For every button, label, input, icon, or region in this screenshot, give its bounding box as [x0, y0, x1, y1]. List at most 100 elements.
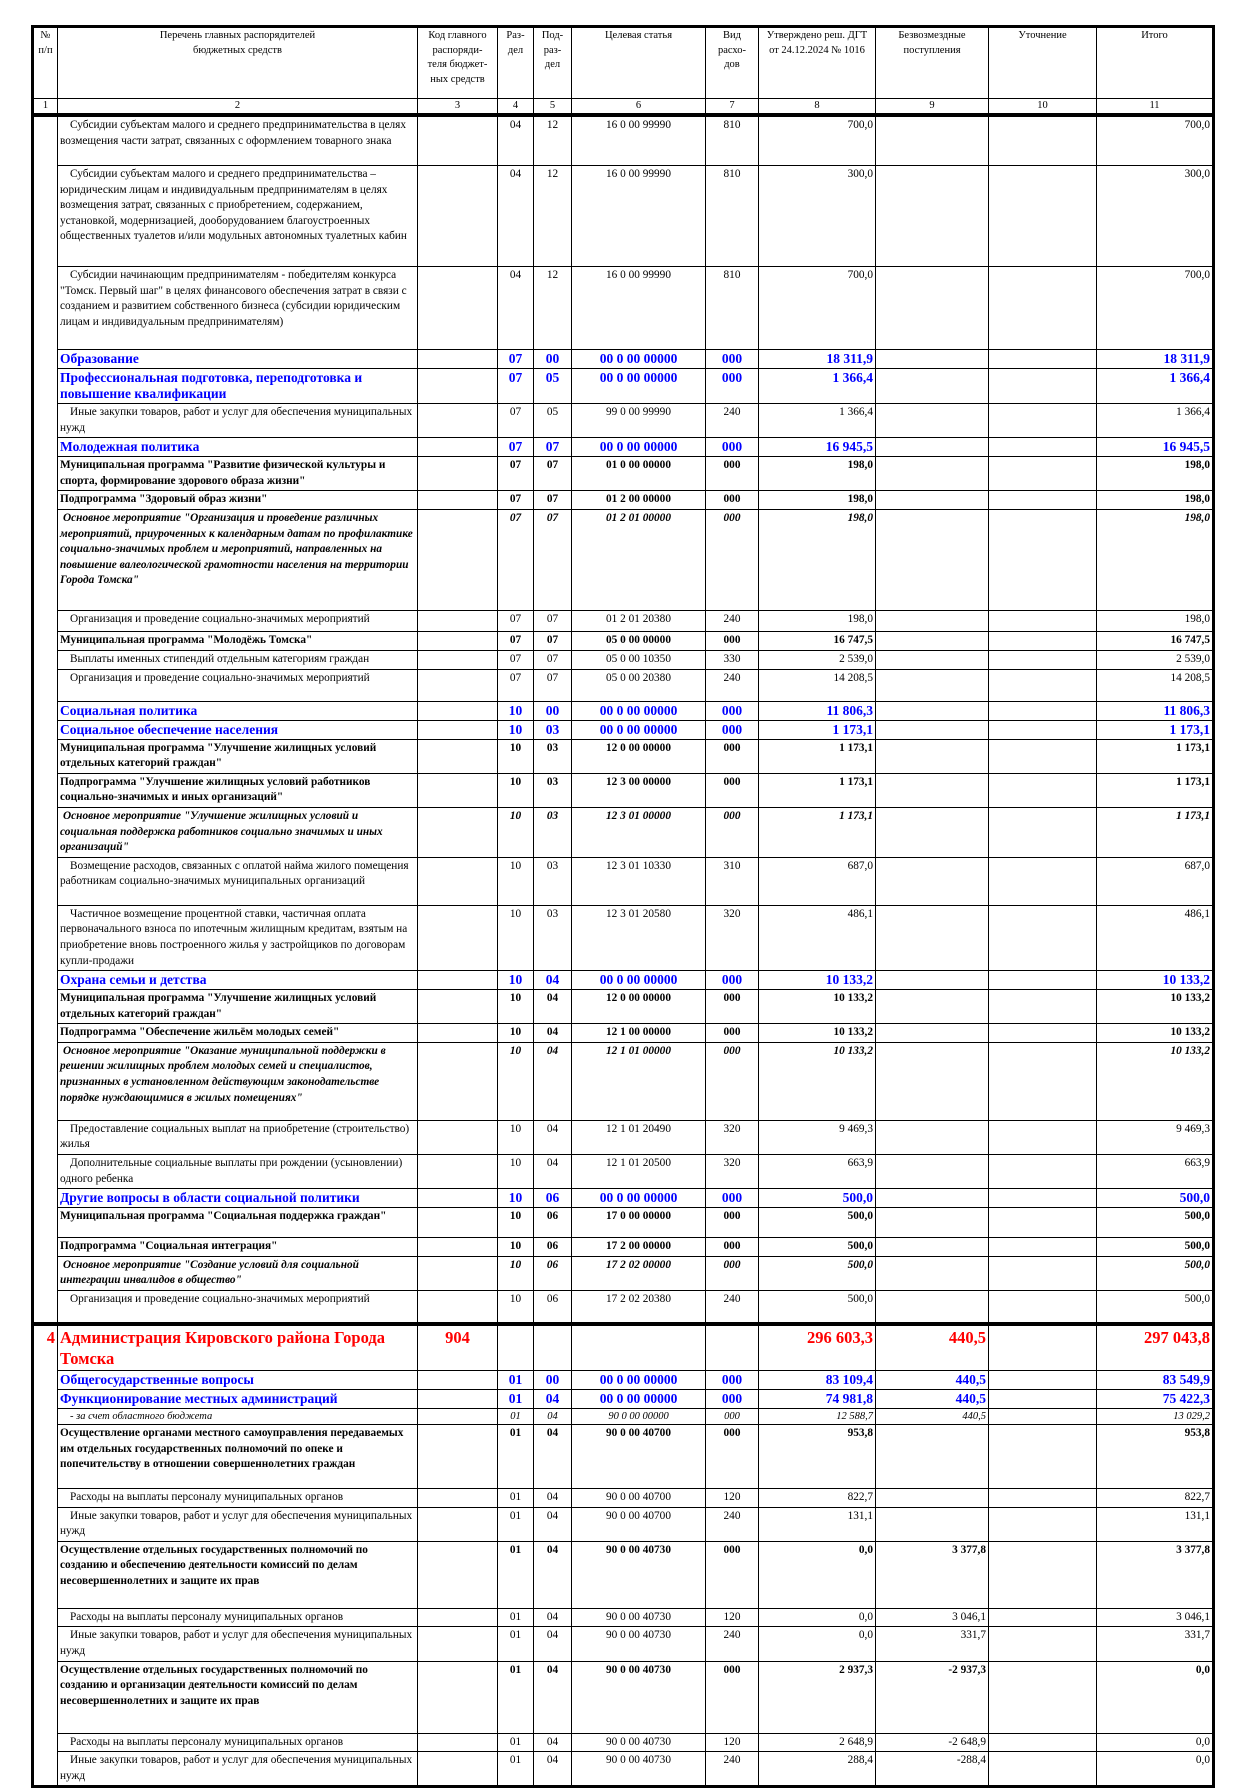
row-subsection: 04 [533, 1041, 572, 1121]
row-number [32, 1751, 58, 1787]
row-subsection: 06 [533, 1237, 572, 1257]
row-number [32, 1370, 58, 1390]
row-expense-type: 240 [705, 1626, 759, 1662]
row-approved: 486,1 [758, 904, 876, 972]
column-number: 1 [32, 98, 58, 117]
row-distributor-code [417, 1237, 498, 1257]
row-number [32, 773, 58, 808]
row-subsection: 04 [533, 1607, 572, 1628]
header-clarification: Уточнение [988, 26, 1097, 99]
row-target-item: 90 0 00 40700 [571, 1506, 706, 1542]
table-row: Иные закупки товаров, работ и услуг для … [32, 1751, 1214, 1788]
row-total: 11 806,3 [1096, 700, 1214, 721]
row-distributor-code [417, 490, 498, 510]
row-expense-type: 000 [705, 1389, 759, 1410]
row-number [32, 490, 58, 510]
row-name: Выплаты именных стипендий отдельным кате… [57, 649, 418, 670]
row-total: 1 173,1 [1096, 738, 1214, 774]
row-section: 10 [497, 1237, 534, 1257]
row-subsection: 03 [533, 904, 572, 972]
row-distributor-code [417, 772, 498, 808]
row-target-item [571, 1322, 706, 1372]
row-clarification [988, 1626, 1097, 1662]
row-subsection: 04 [533, 1506, 572, 1542]
row-subsection: 12 [533, 114, 572, 166]
row-clarification [988, 1023, 1097, 1043]
row-section: 01 [497, 1424, 534, 1490]
row-section: 01 [497, 1660, 534, 1734]
row-subsection: 04 [533, 1751, 572, 1788]
row-clarification [988, 349, 1097, 369]
row-total: 2 539,0 [1096, 649, 1214, 670]
row-expense-type: 000 [705, 1370, 759, 1391]
row-total: 1 173,1 [1096, 772, 1214, 808]
row-expense-type: 000 [705, 1424, 759, 1490]
row-section: 10 [497, 1154, 534, 1190]
row-target-item: 90 0 00 40730 [571, 1626, 706, 1662]
row-section: 10 [497, 970, 534, 991]
row-target-item: 00 0 00 00000 [571, 700, 706, 721]
row-target-item: 90 0 00 40730 [571, 1732, 706, 1753]
row-clarification [988, 1488, 1097, 1508]
row-gratuitous: 331,7 [875, 1626, 989, 1662]
row-distributor-code [417, 1255, 498, 1292]
column-numbers-row: 1 2 3 4 5 6 7 8 9 10 11 [32, 98, 1214, 117]
row-target-item: 12 3 01 00000 [571, 806, 706, 858]
row-gratuitous [875, 719, 989, 740]
row-name: Иные закупки товаров, работ и услуг для … [57, 1626, 418, 1662]
table-row: Функционирование местных администраций 01… [32, 1389, 1214, 1410]
row-section: 10 [497, 904, 534, 972]
row-total: 75 422,3 [1096, 1389, 1214, 1410]
row-gratuitous: 440,5 [875, 1370, 989, 1391]
row-clarification [988, 490, 1097, 510]
row-approved: 12 588,7 [758, 1408, 876, 1426]
table-row: Муниципальная программа "Улучшение жилищ… [32, 738, 1214, 774]
row-approved: 11 806,3 [758, 700, 876, 721]
row-subsection: 03 [533, 806, 572, 858]
row-expense-type: 120 [705, 1732, 759, 1753]
row-target-item: 90 0 00 40730 [571, 1540, 706, 1609]
row-target-item: 90 0 00 40730 [571, 1607, 706, 1628]
row-expense-type: 000 [705, 1408, 759, 1426]
table-row: Организация и проведение социально-значи… [32, 609, 1214, 632]
row-distributor-code [417, 609, 498, 632]
budget-table: № п/п Перечень главных распорядителей бю… [31, 25, 1215, 1788]
row-clarification [988, 649, 1097, 670]
row-clarification [988, 1732, 1097, 1753]
row-target-item: 17 2 02 00000 [571, 1255, 706, 1292]
row-total: 500,0 [1096, 1188, 1214, 1209]
row-total: 500,0 [1096, 1207, 1214, 1239]
row-name: Другие вопросы в области социальной поли… [57, 1188, 418, 1209]
row-expense-type: 120 [705, 1607, 759, 1628]
row-clarification [988, 1041, 1097, 1121]
row-gratuitous [875, 1237, 989, 1257]
row-target-item: 90 0 00 40700 [571, 1488, 706, 1508]
row-expense-type: 000 [705, 368, 759, 404]
table-row: Осуществление органами местного самоупра… [32, 1424, 1214, 1490]
row-section: 01 [497, 1626, 534, 1662]
row-subsection: 06 [533, 1255, 572, 1292]
row-number [32, 1608, 58, 1627]
row-clarification [988, 456, 1097, 492]
row-approved: 131,1 [758, 1506, 876, 1542]
row-approved: 687,0 [758, 856, 876, 906]
header-distributor-code: Код главного распоряди- теля бюджет- ных… [417, 26, 498, 99]
row-gratuitous [875, 1207, 989, 1239]
row-name: Организация и проведение социально-значи… [57, 668, 418, 702]
row-clarification [988, 806, 1097, 858]
row-target-item: 12 1 01 00000 [571, 1041, 706, 1121]
table-row: Расходы на выплаты персоналу муниципальн… [32, 1732, 1214, 1753]
row-subsection: 03 [533, 719, 572, 740]
row-gratuitous [875, 1488, 989, 1508]
row-subsection: 00 [533, 700, 572, 721]
row-subsection: 04 [533, 1408, 572, 1426]
row-section: 10 [497, 1207, 534, 1239]
row-total: 10 133,2 [1096, 989, 1214, 1025]
row-target-item: 01 2 01 00000 [571, 508, 706, 611]
row-total: 3 377,8 [1096, 1540, 1214, 1609]
row-section: 01 [497, 1408, 534, 1426]
row-total: 500,0 [1096, 1237, 1214, 1257]
row-target-item: 05 0 00 20380 [571, 668, 706, 702]
row-section: 07 [497, 668, 534, 702]
row-target-item: 12 3 01 10330 [571, 856, 706, 906]
